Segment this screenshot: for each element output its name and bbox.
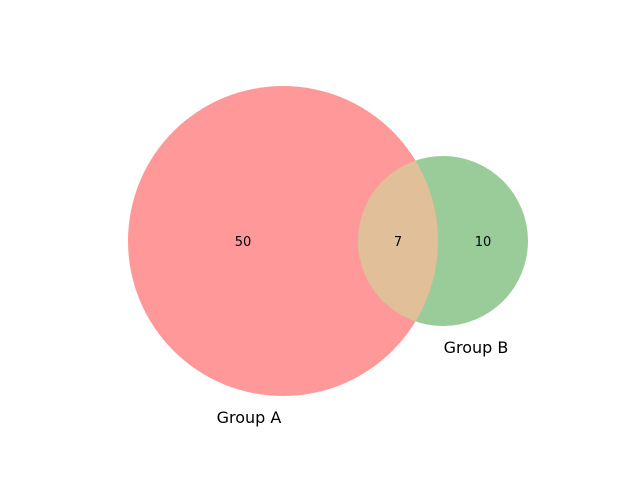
region-b-only-count: 10 xyxy=(475,235,492,250)
set-a-circle xyxy=(128,86,438,396)
set-a-label: Group A xyxy=(217,408,282,427)
region-intersection-count: 7 xyxy=(394,235,402,250)
region-a-only-count: 50 xyxy=(235,235,252,250)
intersection-region xyxy=(358,156,438,326)
set-b-label: Group B xyxy=(444,338,509,357)
